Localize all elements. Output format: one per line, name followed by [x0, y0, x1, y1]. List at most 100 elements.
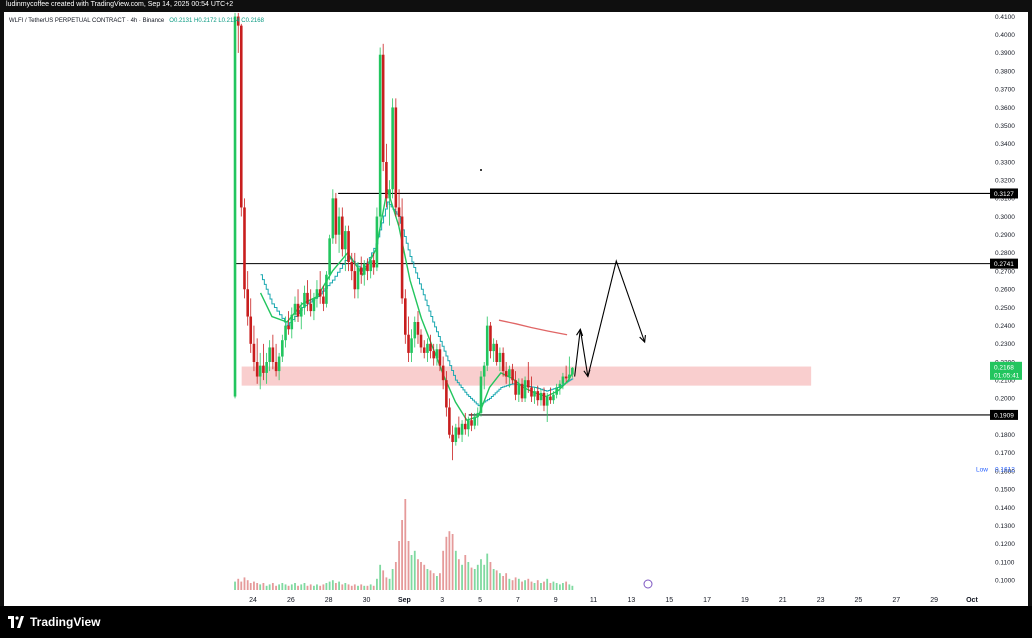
candle-body: [432, 351, 435, 359]
candle-body: [460, 423, 464, 435]
volume-bar: [306, 585, 309, 590]
chart-pane[interactable]: [4, 12, 990, 592]
candle-body: [391, 107, 394, 190]
price-axis[interactable]: [990, 12, 1028, 592]
candle-body: [564, 376, 568, 379]
candle-body: [549, 396, 552, 401]
volume-bar: [432, 573, 435, 590]
candle-body: [347, 231, 350, 262]
tradingview-logo-icon: [8, 616, 24, 628]
candle-body: [303, 292, 306, 308]
candle-body: [378, 54, 382, 217]
candle-body: [369, 260, 372, 272]
volume-bar: [300, 584, 303, 590]
volume-bar: [524, 580, 526, 590]
projection-arrow-down: [583, 369, 591, 378]
price-tick-label: 0.2300: [995, 341, 1015, 348]
date-tick-label: 11: [590, 597, 597, 604]
volume-bar: [521, 581, 523, 590]
candle-body: [400, 216, 404, 299]
volume-bar: [262, 583, 265, 590]
date-tick-label: 3: [440, 597, 444, 604]
candle-body: [293, 303, 297, 315]
volume-bar: [350, 585, 353, 590]
resistance-mid-tag: 0.2741: [994, 261, 1014, 268]
candle-body: [312, 298, 316, 312]
price-tick-label: 0.3900: [995, 50, 1015, 57]
candle-body: [306, 292, 309, 304]
events-icon: [643, 579, 653, 589]
volume-bar: [287, 585, 290, 590]
volume-bar: [256, 583, 259, 590]
candle-body: [520, 383, 524, 399]
price-tick-label: 0.2100: [995, 377, 1015, 384]
candle-body: [448, 407, 451, 435]
candle-body: [504, 371, 508, 377]
price-tick-label: 0.1100: [995, 559, 1015, 566]
volume-bar: [511, 580, 514, 590]
level-lines-layer: [235, 192, 990, 416]
volume-bar: [530, 581, 533, 590]
volume-bar: [344, 583, 347, 590]
candle-body: [467, 420, 470, 430]
volume-bar: [265, 585, 268, 590]
candle-body: [511, 369, 514, 381]
candle-body: [246, 289, 250, 317]
candle-body: [290, 314, 294, 330]
volume-bar: [376, 578, 378, 590]
volume-bar: [492, 569, 495, 590]
current-price-tag: 0.2168: [994, 364, 1014, 371]
volume-bar: [237, 578, 240, 590]
price-tick-label: 0.1300: [995, 523, 1015, 530]
candle-body: [463, 423, 467, 430]
candle-body: [526, 380, 530, 388]
volume-bar: [322, 584, 325, 590]
volume-bar: [360, 584, 363, 590]
countdown-tag: 01:05:41: [994, 372, 1020, 379]
date-tick-label: 5: [478, 597, 482, 604]
candle-body: [341, 216, 344, 250]
date-tick-label: 25: [855, 597, 863, 604]
volume-bar: [353, 584, 356, 590]
price-tick-label: 0.3600: [995, 105, 1015, 112]
volume-bar: [240, 581, 243, 590]
volume-bar: [495, 570, 498, 590]
tradingview-logo[interactable]: TradingView: [8, 615, 100, 629]
candle-body: [249, 316, 253, 344]
volume-bar: [540, 583, 542, 590]
volume-bar: [366, 585, 369, 590]
candle-body: [322, 296, 325, 304]
candle-body: [334, 198, 338, 235]
candle-body: [445, 380, 448, 408]
price-tick-label: 0.3300: [995, 159, 1015, 166]
volume-bar: [536, 580, 539, 590]
price-axis-labels: 0.1000 0.1100 0.1200 0.1300 0.1400 0.1500 0.16…: [995, 14, 1015, 585]
date-tick-label: Sep: [398, 597, 411, 604]
volume-bar: [328, 581, 331, 590]
date-tick-label: 7: [516, 597, 520, 604]
price-tick-label: 0.4000: [995, 32, 1015, 39]
volume-bar: [341, 584, 344, 590]
volume-bar: [527, 578, 530, 590]
volume-bar: [486, 553, 489, 590]
date-tick-label: 19: [741, 597, 749, 604]
volume-bar: [385, 577, 388, 590]
candle-body: [492, 343, 495, 352]
volume-bar: [426, 569, 429, 590]
volume-bar: [259, 584, 262, 590]
candle-body: [470, 420, 473, 426]
time-axis[interactable]: [4, 592, 1028, 606]
candle-body: [426, 343, 429, 353]
candle-body: [435, 349, 439, 359]
volume-bar: [268, 584, 271, 590]
volume-bar: [499, 573, 501, 590]
volume-bar: [565, 581, 568, 590]
credit-bar: ludinmycoffee created with TradingView.c…: [0, 0, 1032, 12]
resistance-high-tag: 0.3127: [994, 191, 1014, 198]
date-tick-label: 13: [628, 597, 636, 604]
price-tick-label: 0.1800: [995, 432, 1015, 439]
price-tick-label: 0.3000: [995, 214, 1015, 221]
volume-bar: [436, 576, 438, 590]
